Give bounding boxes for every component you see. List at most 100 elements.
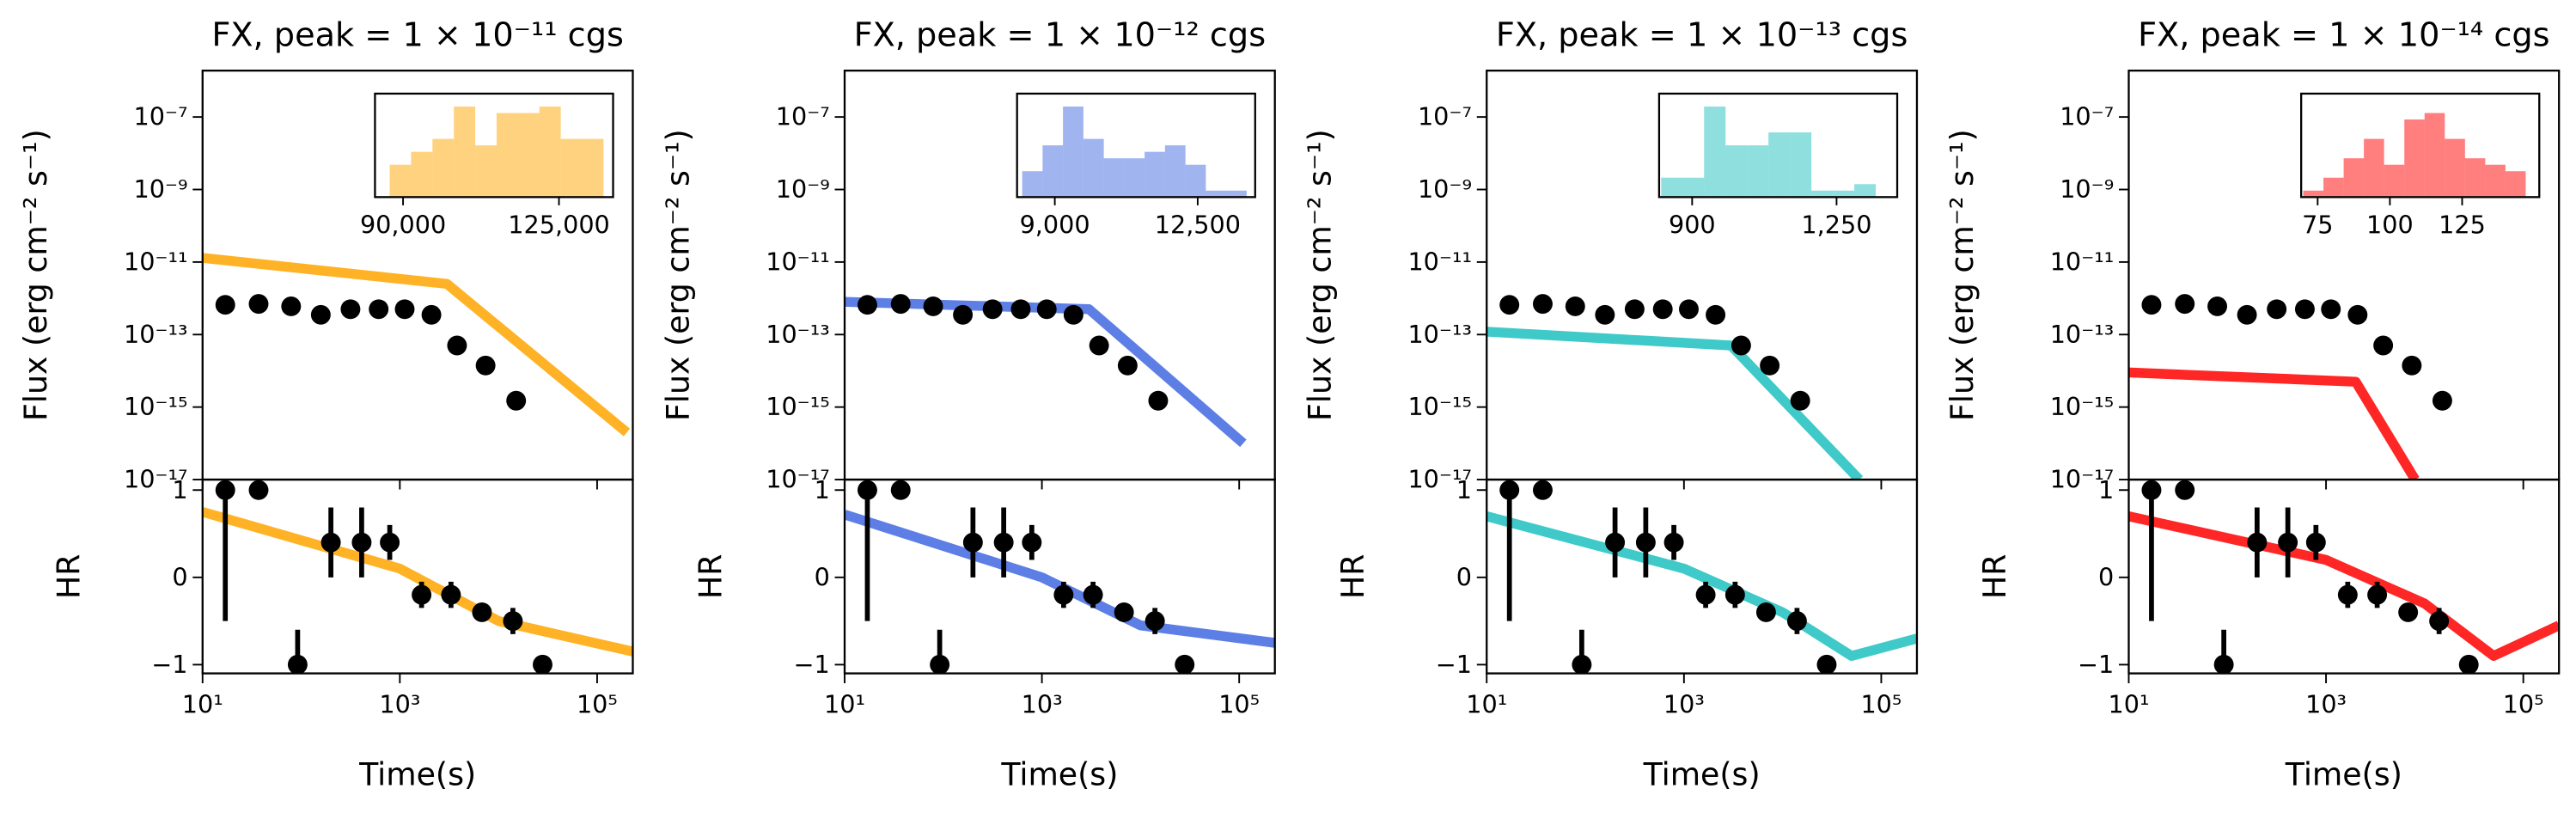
histogram-bar xyxy=(454,106,476,198)
data-point xyxy=(2337,584,2358,605)
y-axis-label: Flux (erg cm⁻² s⁻¹) xyxy=(17,129,54,421)
histogram-bar xyxy=(2404,119,2425,198)
data-point xyxy=(2398,602,2419,622)
data-point xyxy=(1816,654,1837,674)
data-point xyxy=(923,296,943,316)
axes-frame xyxy=(201,478,634,675)
axes-frame xyxy=(843,478,1276,675)
histogram-bar xyxy=(1833,190,1855,198)
data-point xyxy=(215,480,235,500)
inset-x-tick-label: 75 xyxy=(2302,210,2333,239)
model-group xyxy=(845,294,1247,448)
y-tick-label: 10⁻¹³ xyxy=(1407,320,1472,349)
data-point xyxy=(1036,299,1057,320)
data-point xyxy=(993,532,1014,553)
data-point xyxy=(2429,611,2450,632)
data-point xyxy=(320,532,341,553)
data-point xyxy=(890,294,911,315)
model-line xyxy=(1486,327,1864,480)
data-point xyxy=(1089,335,1109,356)
y-tick-label: 1 xyxy=(815,475,830,504)
data-point xyxy=(2237,304,2257,325)
data-point xyxy=(2175,294,2195,315)
histogram-bar xyxy=(2505,171,2526,198)
data-point xyxy=(248,294,269,315)
x-tick-label: 10¹ xyxy=(182,689,223,718)
data-point xyxy=(472,602,492,622)
histogram-bar xyxy=(1854,184,1877,198)
y-tick-label: 10⁻¹³ xyxy=(2050,320,2115,349)
axes-frame xyxy=(1486,478,1919,675)
y-tick-label: 0 xyxy=(815,562,830,591)
inset-x-tick-label: 125 xyxy=(2439,210,2486,239)
data-point xyxy=(1595,304,1615,325)
y-tick-label: −1 xyxy=(151,650,187,679)
histogram-bar xyxy=(2384,164,2405,198)
y-tick-label: 10⁻¹¹ xyxy=(1407,247,1472,276)
data-point xyxy=(1063,304,1084,325)
inset-x-tick-label: 900 xyxy=(1669,210,1716,239)
y-tick-label: 10⁻¹³ xyxy=(124,320,188,349)
data-point xyxy=(1022,532,1042,553)
data-point xyxy=(533,654,552,674)
y-tick-label: 10⁻⁷ xyxy=(2060,102,2114,131)
data-point xyxy=(2347,304,2368,325)
data-point xyxy=(2294,299,2315,320)
data-point xyxy=(1145,611,1165,632)
y-axis-label: Flux (erg cm⁻² s⁻¹) xyxy=(659,129,696,421)
x-axis-label: Time(s) xyxy=(358,756,476,793)
panel-title: FX, peak = 1 × 10⁻¹⁴ cgs xyxy=(2138,17,2550,55)
model-group xyxy=(1486,294,1864,480)
histogram-bar xyxy=(2424,113,2445,198)
data-point xyxy=(2141,295,2162,315)
axes-frame xyxy=(2127,478,2561,675)
y-axis-label: Flux (erg cm⁻² s⁻¹) xyxy=(1944,129,1981,421)
data-point xyxy=(1053,584,1074,605)
histogram-bar xyxy=(1725,145,1748,198)
histogram-bar xyxy=(411,151,433,198)
histogram-bar xyxy=(582,138,604,198)
y-axis-label: HR xyxy=(693,554,729,600)
histogram-bar xyxy=(1682,177,1705,198)
model-group xyxy=(845,480,1275,674)
inset-x-tick-label: 12,500 xyxy=(1155,210,1241,239)
y-tick-label: 10⁻¹¹ xyxy=(766,247,830,276)
data-point xyxy=(2278,532,2298,553)
data-point xyxy=(1624,299,1645,320)
x-tick-label: 10³ xyxy=(2305,689,2347,718)
histogram-bar xyxy=(1022,171,1043,198)
data-point xyxy=(890,480,911,500)
data-point xyxy=(421,304,442,325)
model-line xyxy=(845,510,1275,648)
y-tick-label: 0 xyxy=(2098,562,2114,591)
data-point xyxy=(1533,294,1553,315)
histogram-bar xyxy=(2343,158,2365,198)
data-point xyxy=(2367,584,2388,605)
y-tick-label: 10⁻⁷ xyxy=(776,102,830,131)
inset-frame xyxy=(374,92,614,199)
data-point xyxy=(1786,611,1807,632)
data-point xyxy=(2175,480,2195,500)
model-group xyxy=(2128,480,2560,674)
data-point xyxy=(930,654,950,674)
histogram-bar xyxy=(1103,158,1125,198)
histogram-bar xyxy=(1704,106,1726,198)
data-point xyxy=(1760,355,1780,376)
inset-x-tick-label: 9,000 xyxy=(1020,210,1090,239)
data-point xyxy=(857,480,877,500)
panel: FX, peak = 1 × 10⁻¹³ cgs 10⁻⁷ 10⁻⁹ 10⁻¹¹ 10⁻… xyxy=(1302,17,1919,793)
data-point xyxy=(1635,532,1656,553)
data-point xyxy=(1790,390,1810,411)
x-tick-label: 10⁵ xyxy=(2503,689,2544,718)
histogram-bar xyxy=(432,138,455,198)
y-axis-label: Flux (erg cm⁻² s⁻¹) xyxy=(1302,129,1339,421)
x-tick-label: 10¹ xyxy=(2109,689,2150,718)
data-point xyxy=(1706,304,1726,325)
y-tick-label: 10⁻¹⁷ xyxy=(1407,465,1472,494)
inset-frame xyxy=(1016,92,1256,199)
y-tick-label: 10⁻¹⁵ xyxy=(766,392,830,421)
data-point xyxy=(215,295,235,315)
data-point xyxy=(1114,602,1134,622)
y-tick-label: 1 xyxy=(1456,475,1472,504)
